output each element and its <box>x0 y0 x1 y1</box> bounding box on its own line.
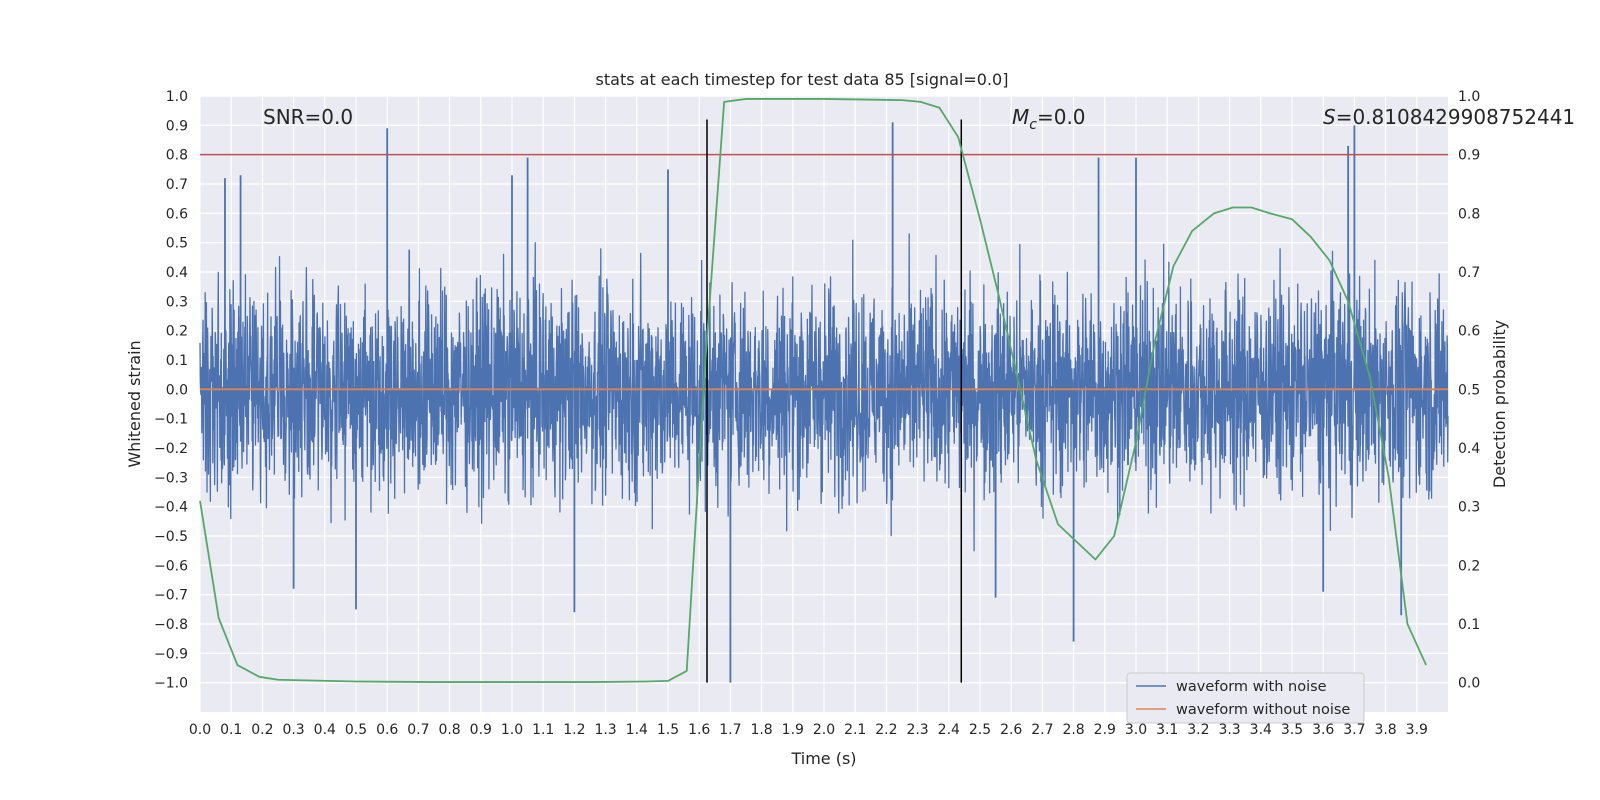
x-tick-label: 0.9 <box>470 722 492 738</box>
y2-tick-label: 0.3 <box>1458 500 1480 516</box>
x-tick-label: 0.4 <box>314 722 336 738</box>
y2-tick-label: 0.1 <box>1458 617 1480 633</box>
y-tick-label: 0.0 <box>166 382 188 398</box>
x-tick-label: 1.6 <box>688 722 710 738</box>
x-tick-label: 2.5 <box>969 722 991 738</box>
y-tick-label: −0.2 <box>154 441 188 457</box>
x-tick-label: 3.6 <box>1312 722 1334 738</box>
y-tick-label: −0.7 <box>154 588 188 604</box>
x-tick-label: 2.1 <box>844 722 866 738</box>
y-tick-label: −0.1 <box>154 412 188 428</box>
legend-label-noise: waveform with noise <box>1176 679 1327 695</box>
x-tick-label: 1.5 <box>657 722 679 738</box>
y-tick-label: −0.6 <box>154 558 188 574</box>
x-tick-labels: 0.0 0.1 0.2 0.3 0.4 0.5 0.6 0.7 0.8 0.9 1.0 1.1 1.2 1… <box>189 722 1428 738</box>
snr-annotation: SNR=0.0 <box>263 105 353 129</box>
x-tick-label: 3.3 <box>1218 722 1240 738</box>
x-tick-label: 2.7 <box>1031 722 1053 738</box>
y2-tick-label: 0.9 <box>1458 148 1480 164</box>
series-detection-probability <box>199 98 1427 683</box>
y2-tick-label: 0.2 <box>1458 558 1480 574</box>
y-tick-label: 0.4 <box>166 265 188 281</box>
series-waveform-with-noise <box>199 233 1449 552</box>
x-tick-label: 0.8 <box>438 722 460 738</box>
x-tick-label: 0.0 <box>189 722 211 738</box>
x-tick-label: 1.4 <box>626 722 648 738</box>
x-tick-label: 0.7 <box>407 722 429 738</box>
x-tick-label: 2.8 <box>1062 722 1084 738</box>
y2-tick-label: 0.8 <box>1458 206 1480 222</box>
y-tick-label: 0.1 <box>166 353 188 369</box>
x-tick-label: 3.8 <box>1374 722 1396 738</box>
x-tick-label: 0.6 <box>376 722 398 738</box>
y-tick-label: 0.2 <box>166 324 188 340</box>
y-tick-label: −0.9 <box>154 646 188 662</box>
chart-title: stats at each timestep for test data 85 … <box>596 70 1009 89</box>
x-tick-label: 3.2 <box>1187 722 1209 738</box>
legend: waveform with noise waveform without noi… <box>1126 672 1365 724</box>
y2-tick-label: 0.0 <box>1458 676 1480 692</box>
x-tick-label: 2.2 <box>875 722 897 738</box>
y-tick-label: 0.7 <box>166 177 188 193</box>
x-tick-label: 2.0 <box>813 722 835 738</box>
y-tick-label: −0.8 <box>154 617 188 633</box>
y2-tick-label: 0.6 <box>1458 324 1480 340</box>
x-tick-label: 0.1 <box>220 722 242 738</box>
y2-tick-label: 1.0 <box>1458 89 1480 105</box>
x-tick-label: 3.4 <box>1250 722 1272 738</box>
y-tick-label: −0.4 <box>154 500 188 516</box>
y-tick-label: 0.9 <box>166 118 188 134</box>
x-tick-label: 1.8 <box>750 722 772 738</box>
data-layer <box>199 98 1449 683</box>
chirp-mass-symbol: M <box>1012 105 1029 129</box>
score-value: =0.8108429908752441 <box>1336 105 1575 129</box>
y-tick-label: −1.0 <box>154 676 188 692</box>
x-tick-label: 1.0 <box>501 722 523 738</box>
x-tick-label: 2.3 <box>906 722 928 738</box>
y2-tick-label: 0.4 <box>1458 441 1480 457</box>
y2-tick-label: 0.7 <box>1458 265 1480 281</box>
score-annotation: S=0.8108429908752441 <box>1323 105 1575 129</box>
y2-tick-label: 0.5 <box>1458 382 1480 398</box>
x-tick-label: 0.2 <box>251 722 273 738</box>
y2-axis-label: Detection probability <box>1490 320 1509 488</box>
x-tick-label: 0.3 <box>282 722 304 738</box>
x-tick-label: 2.4 <box>938 722 960 738</box>
x-tick-label: 1.1 <box>532 722 554 738</box>
x-tick-label: 2.6 <box>1000 722 1022 738</box>
score-symbol: S <box>1323 105 1336 129</box>
chirp-mass-subscript: c <box>1029 117 1037 133</box>
x-tick-label: 2.9 <box>1094 722 1116 738</box>
x-tick-label: 0.5 <box>345 722 367 738</box>
x-tick-label: 1.2 <box>563 722 585 738</box>
y-tick-label: 1.0 <box>166 89 188 105</box>
x-tick-label: 1.9 <box>782 722 804 738</box>
y-tick-label: −0.5 <box>154 529 188 545</box>
x-tick-label: 1.7 <box>719 722 741 738</box>
legend-label-clean: waveform without noise <box>1176 702 1350 718</box>
x-tick-label: 1.3 <box>594 722 616 738</box>
y-tick-label: 0.8 <box>166 148 188 164</box>
y2-tick-labels: 1.0 0.9 0.8 0.7 0.6 0.5 0.4 0.3 0.2 0.1 0.0 <box>1458 89 1480 692</box>
y-tick-label: 0.5 <box>166 236 188 252</box>
x-tick-label: 3.9 <box>1406 722 1428 738</box>
y-tick-label: 0.3 <box>166 294 188 310</box>
y-tick-label: −0.3 <box>154 470 188 486</box>
x-tick-label: 3.7 <box>1343 722 1365 738</box>
legend-box <box>1126 672 1365 724</box>
x-axis-label: Time (s) <box>790 749 856 768</box>
chirp-mass-annotation: Mc=0.0 <box>1012 105 1086 133</box>
chirp-mass-value: =0.0 <box>1037 105 1086 129</box>
x-tick-label: 3.0 <box>1125 722 1147 738</box>
y-tick-labels: 1.0 0.9 0.8 0.7 0.6 0.5 0.4 0.3 0.2 0.1 0.0 −0.1 −0.… <box>154 89 188 692</box>
x-tick-label: 3.1 <box>1156 722 1178 738</box>
y-axis-label: Whitened strain <box>125 340 144 467</box>
y-tick-label: 0.6 <box>166 206 188 222</box>
x-tick-label: 3.5 <box>1281 722 1303 738</box>
